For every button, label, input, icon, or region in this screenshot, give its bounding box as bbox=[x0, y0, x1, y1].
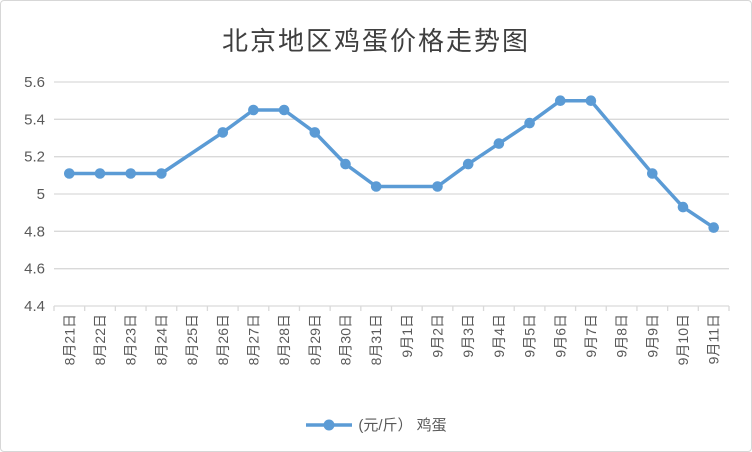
legend: (元/斤） 鸡蛋 bbox=[1, 414, 751, 435]
data-point-marker bbox=[462, 158, 474, 170]
y-axis-label: 4.8 bbox=[24, 223, 45, 240]
x-axis-label: 9月10日 bbox=[675, 314, 691, 365]
x-axis-label: 8月22日 bbox=[92, 314, 108, 365]
data-point-marker bbox=[248, 104, 259, 116]
data-point-marker bbox=[647, 168, 658, 179]
x-axis-label: 9月2日 bbox=[430, 314, 446, 358]
data-point-marker bbox=[125, 168, 136, 179]
x-axis-label: 8月31日 bbox=[368, 314, 384, 365]
data-point-marker bbox=[94, 168, 106, 179]
y-axis-label: 5.2 bbox=[24, 149, 45, 166]
legend-line-marker-icon bbox=[306, 419, 353, 430]
data-point-marker bbox=[64, 168, 75, 179]
x-axis-label: 9月11日 bbox=[706, 314, 722, 364]
legend-label: (元/斤） 鸡蛋 bbox=[358, 417, 447, 434]
data-point-marker bbox=[156, 168, 167, 179]
x-axis-label: 9月9日 bbox=[644, 314, 660, 358]
data-point-marker bbox=[340, 158, 351, 170]
x-axis-label: 8月24日 bbox=[153, 314, 169, 365]
data-point-marker bbox=[309, 127, 321, 138]
data-point-marker bbox=[278, 104, 290, 116]
x-axis-label: 9月7日 bbox=[583, 314, 599, 358]
x-axis-label: 9月4日 bbox=[491, 314, 507, 358]
data-point-marker bbox=[432, 181, 443, 192]
data-point-marker bbox=[585, 95, 597, 106]
y-axis-label: 4.4 bbox=[24, 298, 45, 315]
y-axis-label: 4.6 bbox=[24, 261, 45, 278]
x-axis-label: 8月21日 bbox=[61, 314, 77, 365]
x-axis-label: 8月25日 bbox=[184, 314, 200, 365]
data-point-marker bbox=[524, 117, 535, 129]
data-point-marker bbox=[555, 95, 566, 106]
x-axis-label: 8月23日 bbox=[123, 314, 139, 365]
x-axis-label: 9月5日 bbox=[522, 314, 538, 358]
data-point-marker bbox=[493, 138, 505, 149]
x-axis-label: 8月30日 bbox=[337, 314, 353, 365]
y-axis-label: 5 bbox=[37, 186, 45, 203]
x-axis-label: 8月29日 bbox=[307, 314, 323, 365]
y-axis-label: 5.4 bbox=[24, 111, 45, 128]
data-point-marker bbox=[370, 181, 382, 192]
data-point-marker bbox=[677, 201, 689, 213]
x-axis-label: 8月27日 bbox=[245, 314, 261, 365]
chart-title: 北京地区鸡蛋价格走势图 bbox=[221, 27, 530, 56]
data-point-marker bbox=[217, 127, 229, 138]
x-axis-label: 9月3日 bbox=[460, 314, 476, 358]
data-point-marker bbox=[708, 222, 719, 233]
x-axis-label: 9月1日 bbox=[399, 314, 415, 358]
x-axis-label: 8月28日 bbox=[276, 314, 292, 365]
x-axis-label: 9月8日 bbox=[614, 314, 630, 358]
x-axis-label: 9月6日 bbox=[552, 314, 568, 358]
y-axis-label: 5.6 bbox=[24, 74, 45, 91]
x-axis-label: 8月26日 bbox=[215, 314, 231, 365]
